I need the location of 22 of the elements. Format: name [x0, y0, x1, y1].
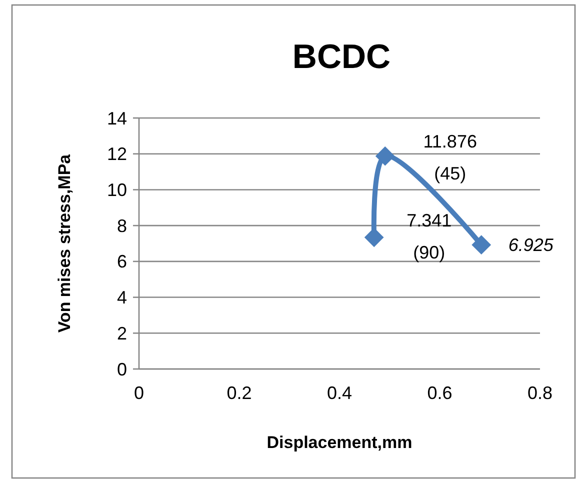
y-axis-title: Von mises stress,MPa: [55, 154, 74, 333]
data-label: 7.341 (90): [406, 210, 452, 263]
y-tick-label: 2: [116, 323, 127, 344]
x-tick-label: 0.4: [326, 383, 352, 403]
y-tick-label: 14: [106, 108, 127, 128]
chart-title: BCDC: [292, 38, 391, 76]
x-tick-label: 0: [134, 383, 144, 403]
x-axis-title: Displacement,mm: [266, 433, 412, 452]
y-tick-label: 10: [106, 180, 127, 200]
y-tick-label: 8: [116, 216, 127, 236]
y-tick-label: 12: [106, 144, 127, 164]
data-label: 6.925: [508, 235, 554, 256]
point: [472, 235, 491, 254]
point: [364, 228, 384, 247]
x-tick-label: 0.8: [527, 383, 553, 403]
y-tick-label: 6: [116, 252, 127, 272]
y-tick-label: 4: [116, 288, 127, 308]
y-tick-label: 0: [116, 359, 127, 380]
point: [376, 146, 395, 166]
x-tick-label: 0.2: [226, 383, 252, 403]
x-tick-label: 0.6: [427, 383, 452, 403]
data-label: 11.876 (45): [423, 131, 477, 184]
